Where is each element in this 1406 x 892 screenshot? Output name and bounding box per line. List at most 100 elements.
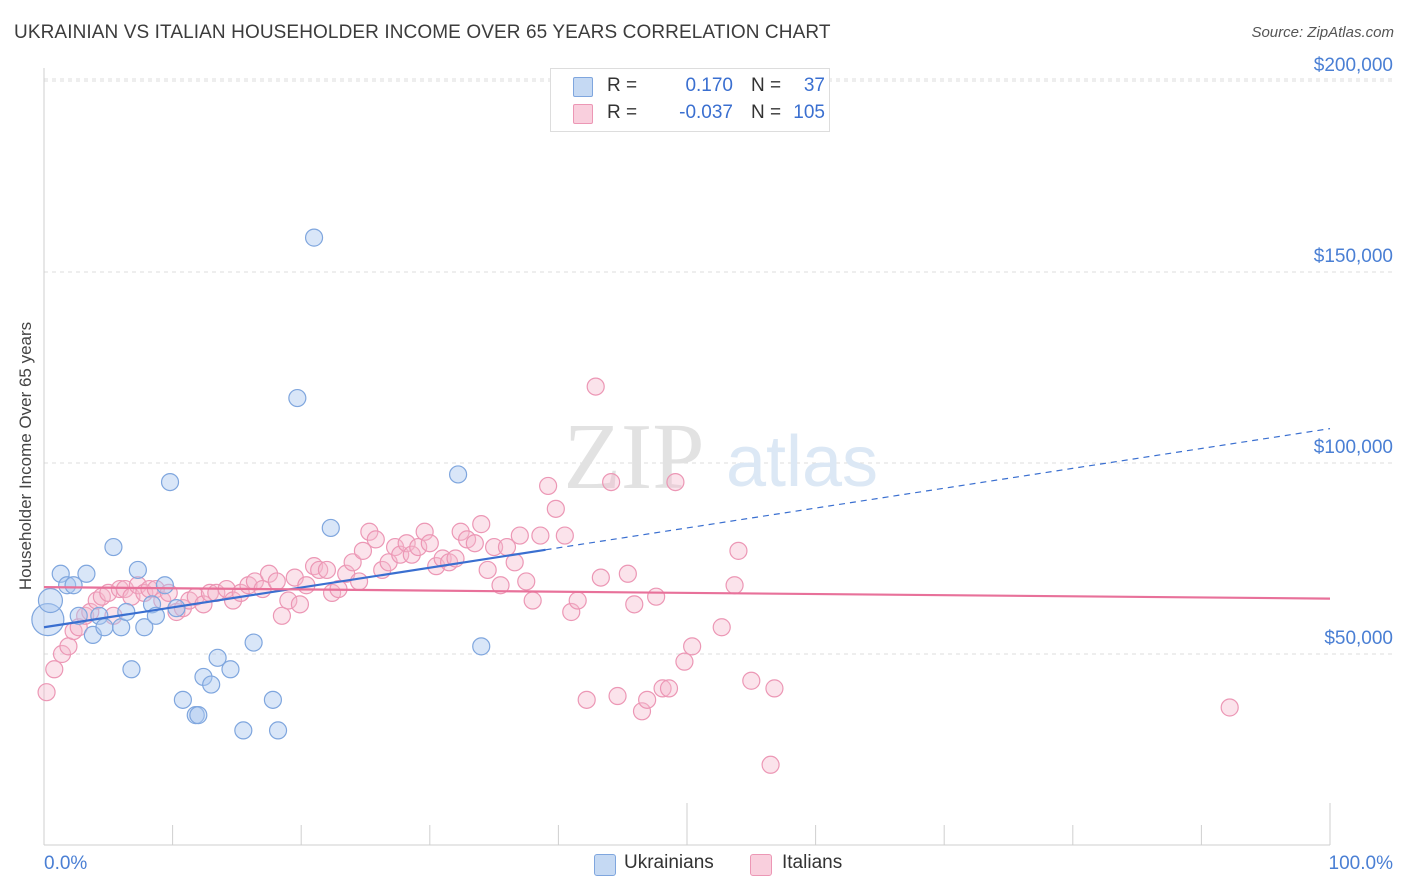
italian-point xyxy=(517,572,536,591)
watermark: ZIP atlas xyxy=(564,405,879,509)
watermark-atlas: atlas xyxy=(726,422,878,502)
legend-r-label: R = xyxy=(607,75,638,96)
italian-point xyxy=(586,377,605,396)
ukrainian-point xyxy=(244,633,263,652)
legend-r-value: -0.037 xyxy=(679,102,733,123)
y-tick-label: $200,000 xyxy=(1314,55,1393,76)
italian-point xyxy=(409,537,428,557)
italian-point xyxy=(531,526,550,545)
ukrainian-point xyxy=(69,606,88,625)
italians-trend-line xyxy=(43,586,1331,600)
italian-point xyxy=(415,522,434,541)
italian-point xyxy=(472,515,491,534)
italian-point xyxy=(666,473,685,492)
italian-point xyxy=(546,499,565,518)
y-tick-label: $50,000 xyxy=(1324,628,1393,649)
italian-point xyxy=(366,530,385,549)
italian-point xyxy=(420,534,439,553)
correlation-legend: R = 0.170 N = 37 R = -0.037 N = 105 xyxy=(550,68,830,132)
italian-point xyxy=(223,591,243,610)
legend-n-value: 37 xyxy=(803,75,825,96)
italian-point xyxy=(618,564,637,583)
ukrainian-point xyxy=(77,564,96,583)
italian-point xyxy=(45,660,64,679)
italian-point xyxy=(485,537,504,557)
ukrainian-point xyxy=(95,618,114,637)
ukrainian-point xyxy=(160,473,180,492)
ukrainian-point xyxy=(37,587,64,614)
ukrainian-point xyxy=(472,637,491,656)
italian-point xyxy=(653,679,672,698)
bottom-legend-swatch-ukrainians xyxy=(594,854,616,876)
tick-labels: $50,000 $100,000 $150,000 $200,000 0.0% 100.0… xyxy=(44,55,1393,874)
italian-point xyxy=(317,560,337,580)
italian-point xyxy=(272,606,292,625)
italian-point xyxy=(290,595,310,614)
italian-point xyxy=(647,587,666,606)
italian-point xyxy=(659,679,679,698)
x-tick-label-min: 0.0% xyxy=(44,853,87,874)
italian-point xyxy=(729,541,748,560)
italian-point xyxy=(683,637,702,656)
ukrainian-point xyxy=(173,690,192,709)
italian-point xyxy=(562,602,581,622)
italian-point xyxy=(712,618,731,637)
gridlines xyxy=(44,78,1394,655)
ukrainian-point xyxy=(221,660,240,679)
italian-point xyxy=(310,560,329,580)
ukrainian-point xyxy=(268,721,288,740)
ukrainians-trend-extension xyxy=(545,428,1331,551)
watermark-zip: ZIP xyxy=(564,405,705,509)
italian-point xyxy=(478,560,497,580)
italian-point xyxy=(742,671,761,690)
italian-point xyxy=(555,526,574,545)
italian-point xyxy=(765,679,784,698)
italian-point xyxy=(675,652,694,671)
ukrainian-point xyxy=(321,518,340,538)
italian-point xyxy=(608,686,627,706)
italian-point xyxy=(632,702,652,721)
legend-swatch-italians xyxy=(573,104,593,124)
trend-lines xyxy=(43,428,1331,629)
italian-point xyxy=(465,534,484,553)
italian-point xyxy=(568,591,587,610)
bottom-legend-label-italians: Italians xyxy=(782,852,843,873)
ukrainian-point xyxy=(64,576,83,595)
italian-point xyxy=(52,644,72,664)
italian-point xyxy=(1220,698,1239,717)
italian-point xyxy=(523,591,542,610)
italian-point xyxy=(349,572,369,591)
italian-point xyxy=(37,683,56,702)
ukrainian-point xyxy=(234,721,253,740)
ukrainian-point xyxy=(263,690,283,709)
legend-n-value: 105 xyxy=(793,102,825,123)
italian-point xyxy=(397,534,416,553)
italian-point xyxy=(451,522,470,541)
chart-title: UKRAINIAN VS ITALIAN HOUSEHOLDER INCOME … xyxy=(14,22,831,43)
legend-n-label: N = xyxy=(751,75,782,96)
ukrainian-point xyxy=(58,576,77,595)
italian-point xyxy=(602,473,621,492)
bottom-legend-swatch-italians xyxy=(750,854,772,876)
italian-point xyxy=(638,690,657,709)
ukrainian-point xyxy=(155,576,174,595)
ukrainian-point xyxy=(288,388,307,408)
italian-point xyxy=(510,526,529,545)
ukrainian-point xyxy=(202,675,221,694)
legend-swatch-ukrainians xyxy=(573,77,593,97)
bottom-legend-label-ukrainians: Ukrainians xyxy=(624,852,714,873)
italian-point xyxy=(577,690,596,709)
ukrainian-point xyxy=(122,660,141,679)
ukrainian-point xyxy=(304,228,324,247)
y-tick-label: $150,000 xyxy=(1314,246,1393,267)
ukrainian-point xyxy=(448,465,468,484)
source-credit: Source: ZipAtlas.com xyxy=(1251,24,1394,41)
y-tick-label: $100,000 xyxy=(1314,437,1393,458)
ukrainian-point xyxy=(208,648,227,667)
ukrainian-point xyxy=(112,618,131,637)
axes xyxy=(43,68,1331,846)
italian-point xyxy=(491,576,510,595)
italian-point xyxy=(625,595,644,614)
ukrainian-point xyxy=(189,706,208,725)
